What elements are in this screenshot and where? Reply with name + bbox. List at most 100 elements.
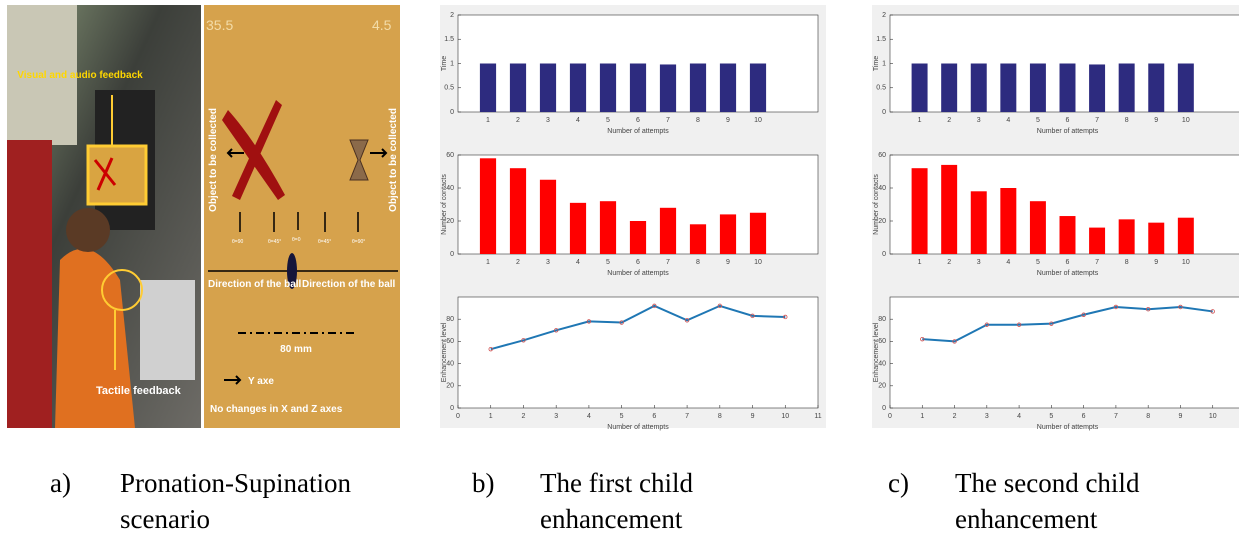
point <box>1016 322 1022 327</box>
point <box>1081 312 1086 317</box>
x-tick-label: 9 <box>1179 413 1183 420</box>
axes <box>889 296 1239 409</box>
x-tick-label: 2 <box>947 259 951 266</box>
x-tick-label: 6 <box>1082 413 1086 420</box>
point <box>488 346 493 352</box>
bar <box>749 212 767 254</box>
x-tick-label: 3 <box>977 259 981 266</box>
bar <box>479 158 497 254</box>
y-tick-label: 0 <box>882 109 886 116</box>
x-tick-label: 4 <box>576 259 580 266</box>
line <box>490 304 786 351</box>
bar <box>719 63 737 112</box>
point <box>1113 304 1119 310</box>
y-tick-label: 0 <box>450 109 454 116</box>
bar <box>1089 227 1106 254</box>
y-tick-label: 0.5 <box>876 85 886 92</box>
bar <box>1118 63 1135 112</box>
y-tick-label: 1.5 <box>444 36 454 43</box>
x-tick-label: 5 <box>620 413 624 420</box>
point <box>684 318 690 323</box>
x-tick-label: 7 <box>685 413 689 420</box>
angle-label: θ=90° <box>352 239 365 245</box>
x-tick-label: 5 <box>1049 413 1053 420</box>
bar <box>479 63 497 112</box>
y-tick-label: 60 <box>446 338 454 345</box>
x-tick-label: 5 <box>1036 117 1040 124</box>
caption-label: c) <box>888 468 909 498</box>
bar <box>1029 201 1046 254</box>
x-tick-label: 6 <box>636 259 640 266</box>
y-tick-label: 20 <box>446 383 454 390</box>
bar <box>941 63 958 112</box>
caption-text: enhancement <box>540 504 683 534</box>
bar <box>911 168 928 254</box>
bar <box>509 168 527 254</box>
x-axis-label: Number of attempts <box>1037 270 1099 277</box>
bar <box>629 63 647 112</box>
bar <box>1059 216 1076 254</box>
bar <box>689 63 707 112</box>
y-tick-label: 40 <box>878 185 886 192</box>
x-tick-label: 6 <box>652 413 656 420</box>
x-tick-label: 3 <box>546 117 550 124</box>
x-axis-label: Number of attempts <box>607 128 669 135</box>
bar <box>970 63 987 112</box>
x-tick-label: 10 <box>754 117 762 124</box>
x-tick-label: 2 <box>516 117 520 124</box>
y-tick-label: 2 <box>882 12 886 19</box>
x-tick-label: 4 <box>1006 117 1010 124</box>
bar <box>719 214 737 254</box>
x-tick-label: 10 <box>781 413 789 420</box>
bar <box>1029 63 1046 112</box>
x-axis-label: Number of attempts <box>1037 424 1099 431</box>
x-tick-label: 3 <box>985 413 989 420</box>
point <box>619 320 624 325</box>
x-tick-label: 1 <box>918 259 922 266</box>
y-tick-label: 40 <box>878 360 886 367</box>
point <box>920 336 925 342</box>
bar <box>970 191 987 254</box>
tactile-feedback: Tactile feedback <box>96 385 182 397</box>
score: 35.5 <box>206 17 233 33</box>
bar <box>569 202 587 254</box>
bar <box>1089 64 1106 112</box>
x-tick-label: 11 <box>814 413 821 420</box>
x-tick-label: 9 <box>1154 259 1158 266</box>
caption-text: The first child <box>540 468 693 498</box>
bar <box>599 201 617 254</box>
bar <box>1000 63 1017 112</box>
x-tick-label: 5 <box>1036 259 1040 266</box>
y-axis-label: Time <box>873 56 880 71</box>
angle-label: θ=45° <box>268 239 281 245</box>
visual-feedback: Visual and audio feedback <box>17 70 143 81</box>
point <box>586 319 592 324</box>
y-tick-label: 1.5 <box>876 36 886 43</box>
x-tick-label: 9 <box>726 259 730 266</box>
y-tick-label: 1 <box>882 60 886 67</box>
axis-legend: Y axe <box>248 376 274 387</box>
y-axis-label: Enhancement level <box>873 322 880 382</box>
line <box>922 305 1213 343</box>
point <box>984 322 990 327</box>
x-tick-label: 10 <box>754 259 762 266</box>
point <box>750 313 755 319</box>
x-tick-label: 9 <box>726 117 730 124</box>
y-tick-label: 20 <box>446 218 454 225</box>
y-tick-label: 0 <box>450 405 454 412</box>
y-tick-label: 80 <box>446 316 454 323</box>
x-tick-label: 1 <box>486 117 490 124</box>
y-tick-label: 0 <box>882 405 886 412</box>
point <box>1145 307 1151 312</box>
bar <box>659 64 677 112</box>
caption-text: scenario <box>120 504 210 534</box>
bar <box>1177 217 1194 254</box>
x-tick-label: 7 <box>666 259 670 266</box>
x-tick-label: 9 <box>751 413 755 420</box>
x-tick-label: 3 <box>977 117 981 124</box>
y-tick-label: 40 <box>446 360 454 367</box>
x-tick-label: 6 <box>636 117 640 124</box>
bar <box>569 63 587 112</box>
bar <box>689 224 707 254</box>
